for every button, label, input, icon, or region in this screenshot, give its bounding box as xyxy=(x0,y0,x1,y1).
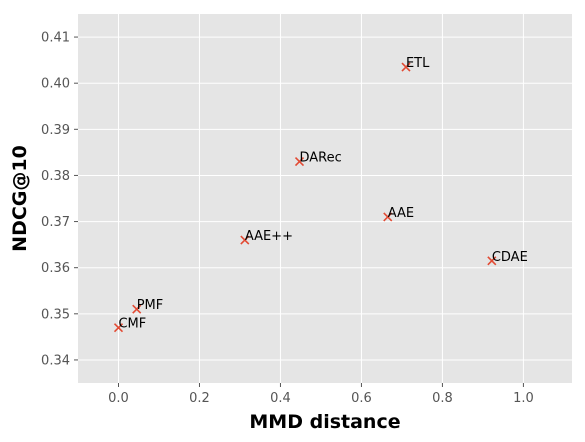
x-axis-title: MMD distance xyxy=(249,411,400,433)
y-axis-ticks: 0.34 0.35 0.36 0.37 0.38 0.39 0.40 0.41 xyxy=(41,31,78,368)
data-point-cdae: CDAE xyxy=(487,250,528,266)
x-tick-label: 1.0 xyxy=(513,391,534,406)
point-label: AAE xyxy=(388,206,414,221)
data-point-etl: ETL xyxy=(401,56,430,72)
grid-lines xyxy=(78,14,572,383)
data-point-cmf: CMF xyxy=(113,317,146,333)
y-tick-label: 0.35 xyxy=(41,307,70,322)
x-marker xyxy=(487,256,497,266)
data-point-aae-: AAE++ xyxy=(240,229,293,245)
x-marker xyxy=(294,157,305,167)
point-label: DARec xyxy=(299,151,341,166)
x-marker xyxy=(113,323,124,333)
x-tick-label: 0.6 xyxy=(351,391,372,406)
x-marker xyxy=(240,235,250,245)
plot-area xyxy=(78,14,572,383)
y-tick-label: 0.41 xyxy=(41,31,70,46)
point-label: ETL xyxy=(406,56,430,71)
y-tick-label: 0.34 xyxy=(41,353,70,368)
data-point-darec: DARec xyxy=(294,151,342,167)
x-tick-label: 0.8 xyxy=(432,391,453,406)
data-point-pmf: PMF xyxy=(132,298,164,314)
y-axis-title: NDCG@10 xyxy=(9,145,31,252)
data-point-aae: AAE xyxy=(383,206,414,222)
data-points: CMF PMF AAE++ DARec AAE ETL CDAE xyxy=(113,56,528,333)
x-tick-label: 0.4 xyxy=(270,391,291,406)
x-tick-label: 0.0 xyxy=(108,391,129,406)
point-label: CDAE xyxy=(492,250,528,265)
y-tick-label: 0.40 xyxy=(41,77,70,92)
x-axis-ticks: 0.0 0.2 0.4 0.6 0.8 1.0 xyxy=(108,383,534,406)
x-marker xyxy=(401,62,411,72)
point-label: PMF xyxy=(137,298,164,313)
y-tick-label: 0.37 xyxy=(41,215,70,230)
y-tick-label: 0.39 xyxy=(41,123,70,138)
x-tick-label: 0.2 xyxy=(189,391,210,406)
x-marker xyxy=(132,304,142,314)
point-label: AAE++ xyxy=(245,229,293,244)
y-tick-label: 0.36 xyxy=(41,261,70,276)
y-tick-label: 0.38 xyxy=(41,169,70,184)
x-marker xyxy=(383,212,393,222)
point-label: CMF xyxy=(118,317,146,332)
